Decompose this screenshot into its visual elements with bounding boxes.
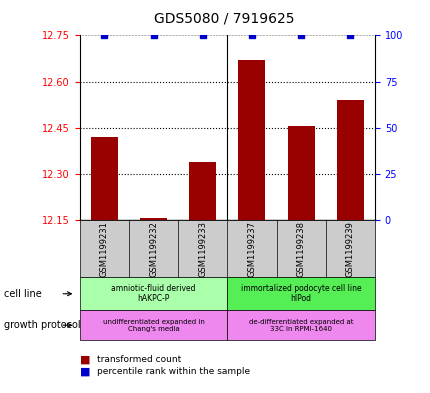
Text: de-differentiated expanded at
33C in RPMI-1640: de-differentiated expanded at 33C in RPM…	[249, 319, 353, 332]
Text: undifferentiated expanded in
Chang's media: undifferentiated expanded in Chang's med…	[102, 319, 204, 332]
Text: GSM1199233: GSM1199233	[198, 220, 207, 277]
Bar	[336, 100, 363, 220]
Text: GDS5080 / 7919625: GDS5080 / 7919625	[154, 12, 294, 26]
Text: ■: ■	[80, 354, 90, 365]
Bar	[287, 126, 314, 220]
Text: amniotic-fluid derived
hAKPC-P: amniotic-fluid derived hAKPC-P	[111, 284, 195, 303]
Text: transformed count: transformed count	[97, 355, 181, 364]
Bar	[189, 162, 216, 220]
Bar	[91, 137, 117, 220]
Text: percentile rank within the sample: percentile rank within the sample	[97, 367, 249, 376]
Text: GSM1199232: GSM1199232	[149, 220, 158, 277]
Bar	[238, 60, 265, 220]
Text: GSM1199237: GSM1199237	[247, 220, 256, 277]
Text: GSM1199239: GSM1199239	[345, 220, 354, 277]
Text: GSM1199238: GSM1199238	[296, 220, 305, 277]
Text: cell line: cell line	[4, 289, 42, 299]
Text: immortalized podocyte cell line
hIPod: immortalized podocyte cell line hIPod	[240, 284, 361, 303]
Text: growth protocol: growth protocol	[4, 320, 81, 330]
Text: ■: ■	[80, 366, 90, 376]
Text: GSM1199231: GSM1199231	[100, 220, 109, 277]
Bar	[140, 218, 167, 220]
